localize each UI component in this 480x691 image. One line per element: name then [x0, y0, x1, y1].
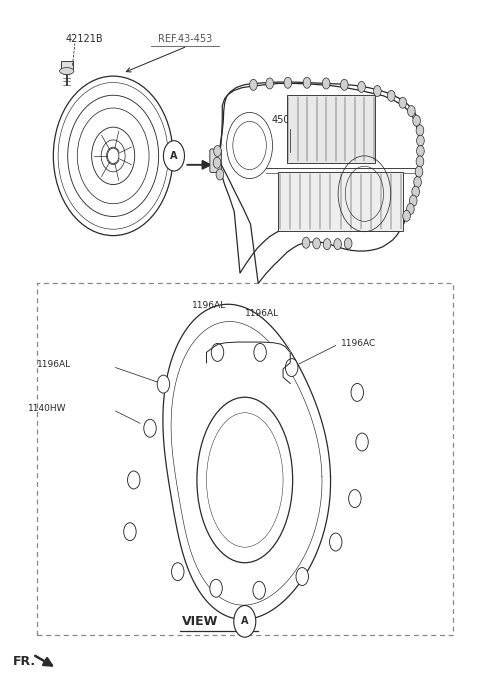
Circle shape — [403, 210, 410, 221]
Ellipse shape — [130, 349, 360, 604]
Circle shape — [234, 605, 256, 637]
Circle shape — [417, 146, 424, 157]
FancyBboxPatch shape — [278, 172, 403, 231]
Circle shape — [373, 86, 381, 97]
Text: A: A — [170, 151, 178, 161]
Circle shape — [253, 581, 265, 599]
Text: 1196AL: 1196AL — [37, 360, 72, 369]
Circle shape — [250, 79, 257, 91]
Circle shape — [399, 97, 407, 108]
Circle shape — [413, 115, 420, 126]
Circle shape — [358, 82, 365, 93]
Circle shape — [210, 579, 222, 597]
Text: 1196AC: 1196AC — [340, 339, 376, 348]
Text: 1196AL: 1196AL — [245, 309, 279, 318]
Text: REF.43-453: REF.43-453 — [158, 35, 212, 44]
Polygon shape — [163, 304, 331, 619]
Circle shape — [313, 238, 321, 249]
Circle shape — [415, 167, 423, 177]
Text: FR.: FR. — [12, 655, 36, 668]
Polygon shape — [206, 342, 290, 384]
Circle shape — [302, 237, 310, 248]
Circle shape — [416, 156, 424, 167]
Polygon shape — [218, 84, 420, 273]
Circle shape — [340, 79, 348, 91]
Text: VIEW: VIEW — [182, 615, 218, 628]
FancyBboxPatch shape — [287, 95, 375, 163]
Circle shape — [356, 433, 368, 451]
Text: 42121B: 42121B — [66, 35, 103, 44]
Text: 45000A: 45000A — [272, 115, 309, 125]
Circle shape — [52, 68, 174, 244]
Circle shape — [348, 490, 361, 508]
Circle shape — [409, 195, 417, 206]
Circle shape — [286, 359, 298, 377]
Text: 1196AL: 1196AL — [192, 301, 226, 310]
FancyBboxPatch shape — [210, 149, 221, 173]
Circle shape — [163, 141, 184, 171]
FancyBboxPatch shape — [60, 61, 73, 70]
Circle shape — [334, 238, 341, 249]
Circle shape — [216, 169, 224, 180]
Circle shape — [407, 203, 414, 214]
Circle shape — [214, 146, 221, 157]
Circle shape — [303, 77, 311, 88]
Circle shape — [408, 106, 415, 117]
Text: 1140HW: 1140HW — [28, 404, 67, 413]
Circle shape — [344, 238, 352, 249]
Circle shape — [266, 78, 274, 89]
Ellipse shape — [60, 68, 74, 75]
Circle shape — [213, 158, 221, 169]
Circle shape — [128, 471, 140, 489]
Circle shape — [323, 238, 331, 249]
Circle shape — [157, 375, 169, 393]
Ellipse shape — [197, 397, 293, 562]
Circle shape — [414, 176, 421, 187]
Circle shape — [412, 186, 420, 197]
Polygon shape — [216, 82, 421, 283]
Circle shape — [124, 522, 136, 540]
Circle shape — [254, 343, 266, 361]
Circle shape — [171, 562, 184, 580]
Circle shape — [416, 125, 424, 136]
Circle shape — [296, 567, 309, 585]
Circle shape — [144, 419, 156, 437]
Circle shape — [329, 533, 342, 551]
Circle shape — [387, 91, 395, 102]
Circle shape — [351, 384, 363, 401]
Circle shape — [211, 343, 224, 361]
Text: A: A — [241, 616, 249, 626]
Circle shape — [284, 77, 292, 88]
Circle shape — [417, 135, 424, 146]
Circle shape — [323, 78, 330, 89]
